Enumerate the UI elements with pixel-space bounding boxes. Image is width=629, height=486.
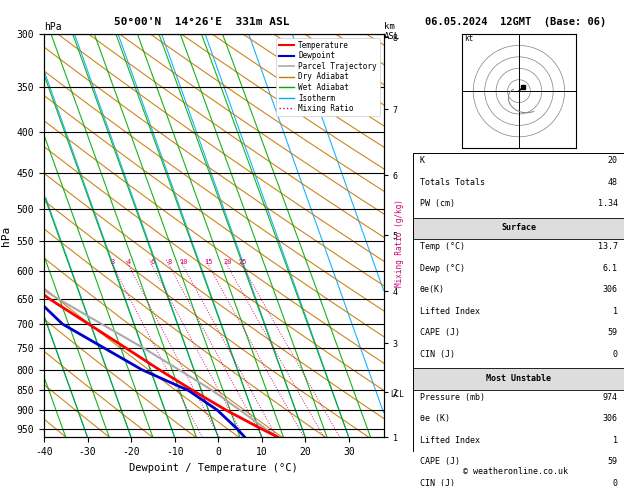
Text: Most Unstable: Most Unstable bbox=[486, 374, 551, 382]
Text: CAPE (J): CAPE (J) bbox=[420, 328, 460, 337]
Text: 306: 306 bbox=[603, 285, 618, 294]
Text: 1.34: 1.34 bbox=[598, 199, 618, 208]
Text: CAPE (J): CAPE (J) bbox=[420, 457, 460, 467]
Text: 4: 4 bbox=[126, 260, 131, 265]
Legend: Temperature, Dewpoint, Parcel Trajectory, Dry Adiabat, Wet Adiabat, Isotherm, Mi: Temperature, Dewpoint, Parcel Trajectory… bbox=[276, 38, 380, 116]
Text: 1: 1 bbox=[613, 307, 618, 316]
Text: 0: 0 bbox=[613, 350, 618, 359]
Text: 974: 974 bbox=[603, 393, 618, 402]
Text: Mixing Ratio (g/kg): Mixing Ratio (g/kg) bbox=[395, 199, 404, 287]
Text: kt: kt bbox=[464, 34, 474, 43]
Y-axis label: hPa: hPa bbox=[1, 226, 11, 246]
X-axis label: Dewpoint / Temperature (°C): Dewpoint / Temperature (°C) bbox=[130, 463, 298, 473]
Text: CIN (J): CIN (J) bbox=[420, 350, 455, 359]
Text: 3: 3 bbox=[111, 260, 115, 265]
Text: K: K bbox=[420, 156, 425, 165]
Text: Lifted Index: Lifted Index bbox=[420, 307, 479, 316]
Text: Surface: Surface bbox=[501, 223, 536, 232]
Bar bbox=[413, 218, 624, 239]
Bar bbox=[413, 368, 624, 390]
Text: θe(K): θe(K) bbox=[420, 285, 445, 294]
Text: Dewp (°C): Dewp (°C) bbox=[420, 264, 465, 273]
Text: PW (cm): PW (cm) bbox=[420, 199, 455, 208]
Text: © weatheronline.co.uk: © weatheronline.co.uk bbox=[464, 467, 568, 476]
Text: 59: 59 bbox=[608, 328, 618, 337]
Text: θe (K): θe (K) bbox=[420, 415, 450, 423]
Text: 13.7: 13.7 bbox=[598, 242, 618, 251]
Text: 25: 25 bbox=[238, 260, 247, 265]
Text: hPa: hPa bbox=[44, 22, 62, 32]
Text: 15: 15 bbox=[204, 260, 213, 265]
Text: 8: 8 bbox=[167, 260, 172, 265]
Text: 48: 48 bbox=[608, 177, 618, 187]
Text: Lifted Index: Lifted Index bbox=[420, 436, 479, 445]
Text: 306: 306 bbox=[603, 415, 618, 423]
Text: 10: 10 bbox=[179, 260, 187, 265]
Text: 20: 20 bbox=[608, 156, 618, 165]
Text: km
ASL: km ASL bbox=[384, 22, 400, 41]
Text: 1: 1 bbox=[613, 436, 618, 445]
Text: 20: 20 bbox=[223, 260, 231, 265]
Text: 59: 59 bbox=[608, 457, 618, 467]
Text: 50°00'N  14°26'E  331m ASL: 50°00'N 14°26'E 331m ASL bbox=[113, 17, 289, 27]
Text: 6: 6 bbox=[150, 260, 154, 265]
Text: 06.05.2024  12GMT  (Base: 06): 06.05.2024 12GMT (Base: 06) bbox=[425, 17, 606, 27]
Text: 0: 0 bbox=[613, 479, 618, 486]
Text: LCL: LCL bbox=[391, 390, 404, 399]
Text: Temp (°C): Temp (°C) bbox=[420, 242, 465, 251]
Text: 6.1: 6.1 bbox=[603, 264, 618, 273]
Text: Totals Totals: Totals Totals bbox=[420, 177, 484, 187]
Text: CIN (J): CIN (J) bbox=[420, 479, 455, 486]
Text: Pressure (mb): Pressure (mb) bbox=[420, 393, 484, 402]
